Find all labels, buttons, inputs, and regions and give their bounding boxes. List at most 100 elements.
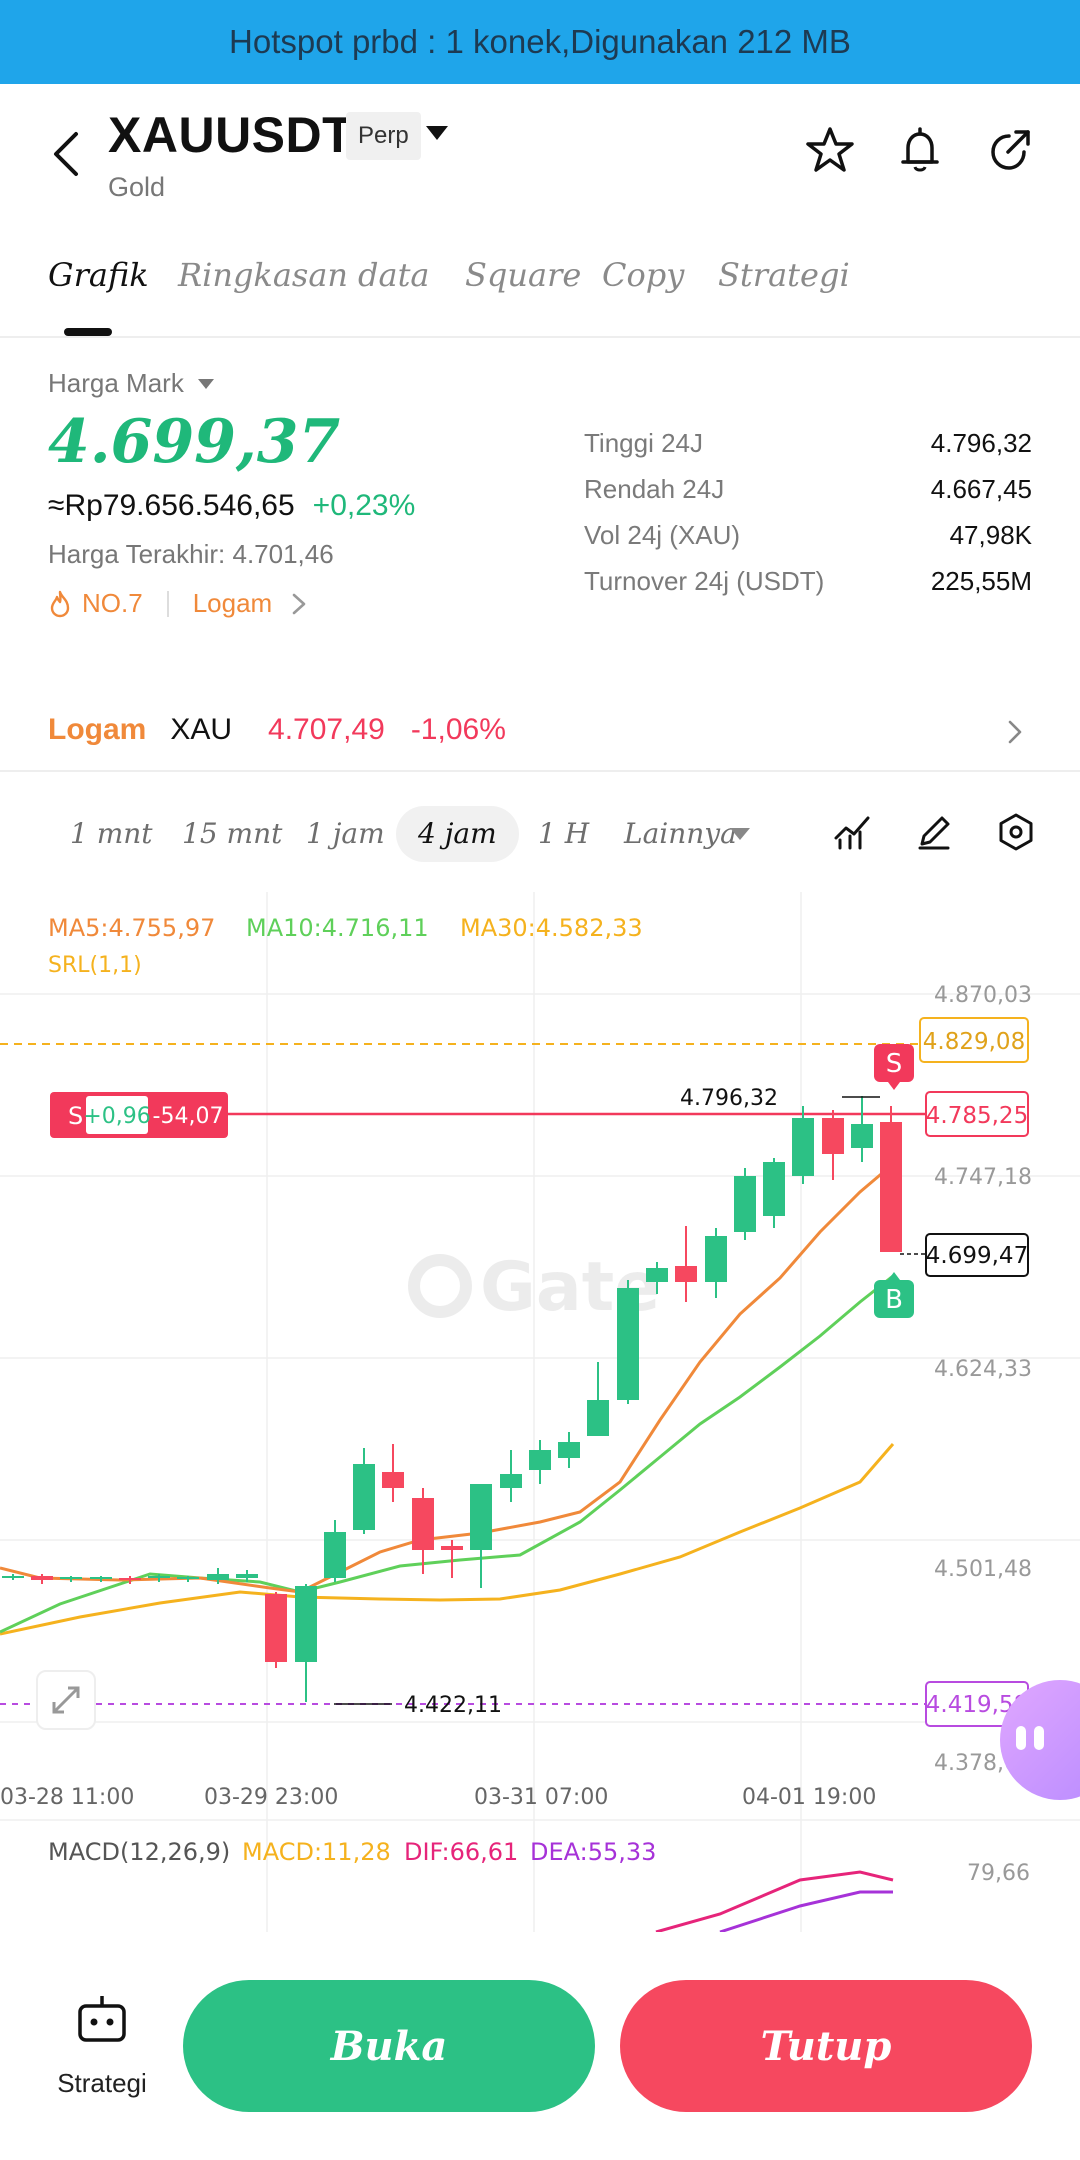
candles bbox=[2, 1096, 902, 1702]
related-price: 4.707,49 bbox=[268, 713, 385, 746]
interval-1h[interactable]: 1 jam bbox=[306, 817, 385, 850]
divider bbox=[166, 590, 169, 617]
strategy-label[interactable]: Strategi bbox=[57, 2068, 147, 2098]
star-icon[interactable] bbox=[804, 124, 856, 176]
candle-body bbox=[60, 1577, 82, 1579]
high-annotation: 4.796,32 bbox=[680, 1086, 778, 1111]
pair-subtitle: Gold bbox=[108, 172, 166, 202]
sell-marker-label: S bbox=[886, 1049, 903, 1079]
stat-high: Tinggi 24J 4.796,32 bbox=[584, 420, 1032, 466]
dif-value: DIF:66,61 bbox=[404, 1838, 518, 1866]
buy-marker-label: B bbox=[885, 1285, 903, 1315]
hotspot-text: Hotspot prbd : 1 konek,Digunakan 212 MB bbox=[229, 23, 851, 60]
related-symbol: XAU bbox=[170, 713, 233, 746]
tab-square[interactable]: Square bbox=[465, 256, 582, 294]
position-tag[interactable]: S +0,96 -54,07 bbox=[50, 1092, 228, 1138]
current-price-tag bbox=[925, 1233, 1029, 1277]
stat-value: 4.796,32 bbox=[930, 427, 1032, 458]
macd-value: MACD:11,28 bbox=[242, 1838, 391, 1866]
hotspot-status-bar: Hotspot prbd : 1 konek,Digunakan 212 MB bbox=[0, 0, 1080, 84]
mark-price-selector[interactable]: Harga Mark bbox=[48, 368, 568, 399]
y-tick: 4.624,33 bbox=[934, 1357, 1032, 1382]
header: XAUUSDT Perp Gold bbox=[0, 84, 1080, 234]
buy-marker[interactable]: B bbox=[874, 1272, 914, 1318]
stat-value: 47,98K bbox=[949, 519, 1032, 550]
candle-body bbox=[529, 1450, 551, 1470]
dea-value: DEA:55,33 bbox=[530, 1838, 656, 1866]
candle-body bbox=[295, 1586, 317, 1662]
candle-body bbox=[90, 1577, 112, 1579]
candle-body bbox=[558, 1442, 580, 1458]
active-tab-indicator bbox=[64, 328, 112, 336]
x-tick: 03-28 11:00 bbox=[0, 1785, 134, 1810]
tab-grafik[interactable]: Grafik bbox=[48, 256, 149, 294]
share-icon[interactable] bbox=[984, 124, 1036, 176]
candle-body bbox=[441, 1546, 463, 1550]
stat-label: Rendah 24J bbox=[584, 473, 725, 504]
interval-1d[interactable]: 1 H bbox=[538, 817, 590, 850]
candle-body bbox=[880, 1122, 902, 1252]
open-position-button[interactable]: Buka bbox=[183, 1980, 595, 2112]
position-side: S bbox=[68, 1102, 83, 1130]
candlestick-chart: MA5:4.755,97 MA10:4.716,11 MA30:4.582,33… bbox=[0, 892, 1080, 1934]
candle-body bbox=[822, 1118, 844, 1154]
current-price-value: 4.699,47 bbox=[926, 1243, 1028, 1269]
chart-grid bbox=[0, 892, 1080, 1932]
candle-body bbox=[324, 1532, 346, 1578]
low-annotation: 4.422,11 bbox=[404, 1693, 502, 1718]
interval-4h[interactable]: 4 jam bbox=[396, 806, 519, 862]
expand-chart-button[interactable] bbox=[36, 1670, 96, 1730]
price-change-percent: +0,23% bbox=[312, 489, 416, 522]
candle-body bbox=[763, 1162, 785, 1216]
related-market-row[interactable]: Logam XAU 4.707,49 -1,06% bbox=[0, 690, 1080, 772]
bell-icon[interactable] bbox=[894, 124, 946, 176]
caret-down-icon bbox=[197, 378, 214, 389]
interval-1m[interactable]: 1 mnt bbox=[70, 817, 153, 850]
rank-category: Logam bbox=[192, 588, 273, 618]
rank-line[interactable]: NO.7 Logam bbox=[48, 588, 568, 619]
stat-label: Tinggi 24J bbox=[584, 427, 703, 458]
stat-value: 4.667,45 bbox=[930, 473, 1032, 504]
candle-body bbox=[705, 1236, 727, 1282]
position-price-value: 4.785,25 bbox=[926, 1103, 1028, 1129]
flame-icon bbox=[50, 590, 70, 617]
price-chart[interactable]: MA5:4.755,97 MA10:4.716,11 MA30:4.582,33… bbox=[0, 892, 1080, 1934]
y-tick: 4.501,48 bbox=[934, 1557, 1032, 1582]
candle-body bbox=[675, 1266, 697, 1282]
caret-down-icon[interactable] bbox=[424, 124, 450, 144]
main-tabs: Grafik Ringkasan data Square Copy Strate… bbox=[0, 234, 1080, 338]
stats-24h: Tinggi 24J 4.796,32 Rendah 24J 4.667,45 … bbox=[584, 420, 1032, 604]
expand-icon bbox=[52, 1686, 80, 1714]
sell-marker[interactable]: S bbox=[874, 1044, 914, 1090]
robot-icon[interactable] bbox=[74, 1992, 130, 2048]
candle-body bbox=[177, 1577, 199, 1579]
candle-body bbox=[265, 1594, 287, 1662]
assistant-bubble[interactable] bbox=[1000, 1680, 1080, 1800]
chevron-right-icon bbox=[1008, 720, 1022, 744]
tab-data[interactable]: data bbox=[358, 256, 430, 294]
pencil-icon[interactable] bbox=[914, 812, 954, 852]
perp-badge: Perp bbox=[346, 112, 421, 160]
dif-line bbox=[655, 1870, 894, 1934]
indicator-icon[interactable] bbox=[832, 812, 872, 852]
interval-more[interactable]: Lainnya bbox=[624, 817, 737, 850]
back-arrow-icon[interactable] bbox=[44, 124, 88, 184]
tab-ringkasan[interactable]: Ringkasan bbox=[178, 256, 348, 294]
srl-legend: SRL(1,1) bbox=[48, 953, 142, 978]
y-tick: 4.747,18 bbox=[934, 1165, 1032, 1190]
stat-turnover: Turnover 24j (USDT) 225,55M bbox=[584, 558, 1032, 604]
candle-body bbox=[382, 1472, 404, 1488]
interval-15m[interactable]: 15 mnt bbox=[182, 817, 283, 850]
macd-axis-tick: 79,66 bbox=[967, 1861, 1030, 1886]
x-axis: 03-28 11:00 03-29 23:00 03-31 07:00 04-0… bbox=[0, 1785, 876, 1810]
chevron-right-icon bbox=[292, 593, 306, 614]
settings-icon[interactable] bbox=[996, 812, 1036, 852]
tab-copy[interactable]: Copy bbox=[602, 256, 685, 294]
close-position-button[interactable]: Tutup bbox=[620, 1980, 1032, 2112]
candle-body bbox=[500, 1474, 522, 1488]
candle-body bbox=[646, 1268, 668, 1282]
pair-symbol[interactable]: XAUUSDT bbox=[108, 107, 354, 163]
caret-down-icon bbox=[730, 828, 750, 840]
tab-strategi[interactable]: Strategi bbox=[718, 256, 850, 294]
ma5-legend: MA5:4.755,97 bbox=[48, 914, 215, 942]
